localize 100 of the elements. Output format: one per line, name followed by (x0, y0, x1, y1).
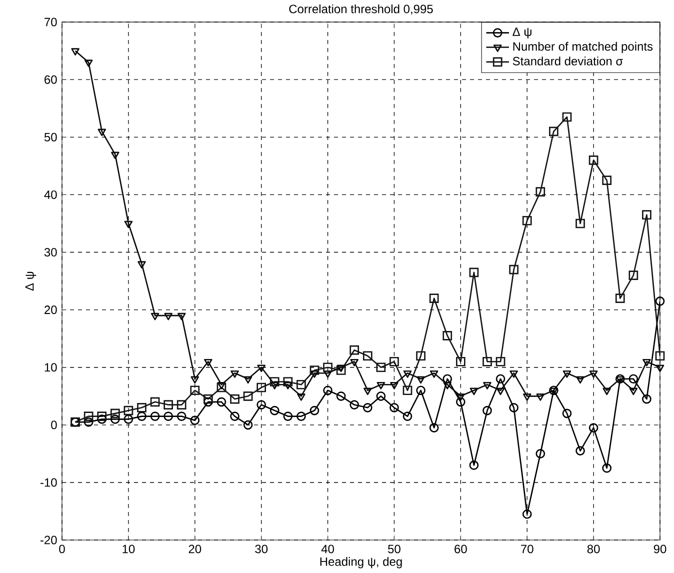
point (456, 394, 465, 401)
point (350, 400, 360, 410)
point (323, 386, 332, 396)
point (628, 270, 638, 280)
point (164, 412, 173, 422)
point (296, 412, 306, 422)
point (536, 187, 546, 197)
point (204, 394, 213, 404)
point (628, 374, 638, 384)
point (522, 216, 532, 226)
point (137, 412, 146, 422)
point (190, 386, 200, 396)
point (642, 359, 651, 366)
point (256, 400, 266, 410)
legend-label: Δ ψ (512, 28, 532, 39)
point (164, 400, 173, 410)
y-tick-label: -20 (40, 536, 57, 544)
point (216, 383, 226, 392)
point (98, 128, 106, 136)
point (656, 364, 664, 372)
point (429, 423, 439, 433)
x-tick-label: 80 (587, 544, 600, 554)
point (124, 220, 133, 228)
legend-label: Standard deviation σ (512, 56, 623, 66)
point (562, 408, 572, 418)
point (655, 296, 665, 306)
point (362, 351, 372, 361)
x-tick-label: 10 (122, 544, 135, 554)
point (588, 423, 598, 433)
x-tick-label: 70 (521, 544, 534, 554)
point (336, 392, 346, 401)
point (97, 412, 107, 422)
x-axis-title: Heading ψ, deg (320, 557, 402, 568)
y-tick-label: -10 (40, 478, 57, 487)
point (350, 346, 360, 355)
point (642, 210, 652, 220)
point (549, 126, 558, 136)
point (364, 388, 372, 396)
point (283, 412, 293, 422)
point (217, 382, 226, 390)
point (230, 394, 240, 404)
point (176, 400, 186, 410)
point (137, 403, 146, 412)
point (150, 412, 160, 422)
point (562, 370, 572, 378)
point (562, 112, 572, 122)
point (390, 382, 398, 390)
point (510, 370, 518, 378)
point (442, 331, 452, 341)
point (110, 408, 120, 418)
point (402, 412, 412, 422)
point (602, 388, 611, 396)
point (403, 370, 412, 378)
point (216, 397, 226, 407)
point (416, 376, 425, 384)
y-tick-label: 40 (44, 190, 57, 200)
point (376, 362, 386, 372)
point (602, 176, 612, 186)
point (124, 406, 134, 416)
point (509, 403, 518, 412)
x-tick-label: 20 (188, 544, 202, 554)
point (602, 464, 612, 473)
point (496, 374, 506, 384)
point (176, 412, 186, 422)
y-tick-label: 70 (44, 18, 57, 26)
point (323, 362, 332, 372)
point (362, 403, 372, 412)
point (111, 152, 120, 160)
point (256, 383, 266, 392)
point (576, 446, 585, 456)
y-tick-label: 10 (44, 363, 57, 372)
point (536, 449, 546, 459)
point (84, 418, 94, 427)
point (456, 357, 466, 366)
point (190, 376, 200, 384)
point (402, 386, 412, 396)
point (522, 510, 532, 519)
point (615, 294, 625, 304)
point (443, 382, 452, 390)
point (230, 412, 240, 422)
point (204, 359, 212, 366)
x-tick-label: 40 (321, 544, 334, 554)
point (71, 48, 80, 56)
point (470, 388, 478, 396)
point (483, 382, 492, 390)
point (642, 394, 652, 404)
y-tick-label: 30 (44, 248, 57, 257)
point (536, 394, 545, 401)
point (150, 313, 160, 320)
x-tick-label: 30 (255, 544, 268, 554)
point (270, 382, 279, 390)
point (416, 386, 426, 396)
point (336, 364, 346, 372)
point (243, 420, 253, 430)
y-tick-label: 50 (44, 133, 57, 142)
point (655, 351, 665, 361)
point (257, 364, 266, 372)
point (496, 388, 505, 396)
y-axis-title: Δ ψ (25, 272, 36, 291)
point (284, 382, 292, 390)
